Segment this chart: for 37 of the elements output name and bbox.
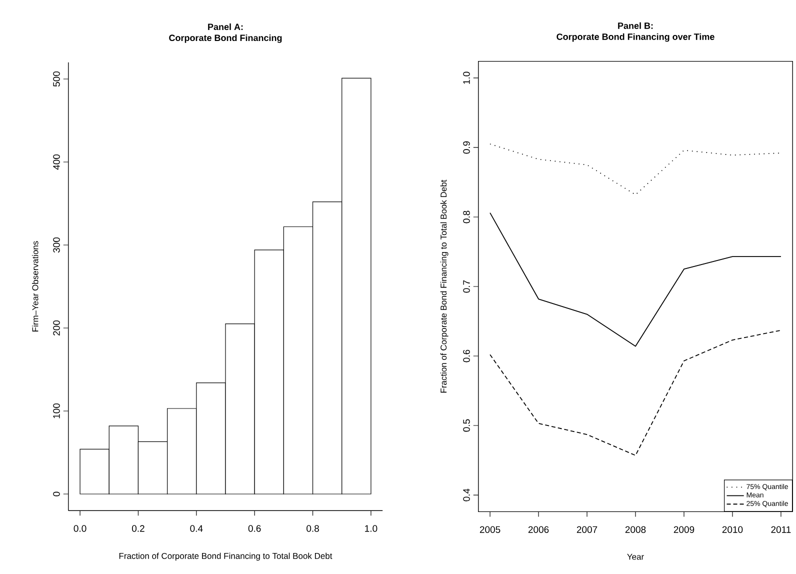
y-tick-label: 0.8	[463, 210, 470, 224]
x-tick-label: 2006	[528, 526, 549, 533]
x-tick-label: 0.4	[190, 525, 203, 532]
x-tick-label: 0.0	[74, 525, 86, 532]
y-tick-label: 100	[53, 403, 60, 418]
y-tick-label: 0.7	[463, 280, 470, 293]
x-tick-label: 2005	[480, 526, 500, 533]
x-tick-label: 2011	[771, 526, 791, 533]
chart-title: Panel A:	[208, 23, 243, 30]
y-tick-label: 0.5	[463, 419, 470, 432]
chart-subtitle: Corporate Bond Financing over Time	[556, 33, 714, 42]
y-axis-title: Firm–Year Observations	[32, 241, 38, 332]
line-series	[490, 212, 782, 347]
x-axis-title: Year	[627, 554, 644, 560]
y-tick-label: 400	[53, 154, 60, 170]
y-tick-label: 0.9	[463, 141, 470, 154]
x-tick-label: 2008	[625, 526, 646, 533]
x-tick-label: 2010	[722, 526, 743, 533]
y-tick-label: 0	[53, 492, 60, 496]
chart-title: Panel B:	[618, 22, 653, 29]
chart-subtitle: Corporate Bond Financing	[169, 34, 282, 43]
y-tick-label: 1.0	[463, 72, 470, 84]
y-tick-label: 500	[53, 71, 60, 87]
y-tick-label: 0.6	[463, 350, 470, 362]
x-tick-label: 0.8	[306, 525, 319, 532]
x-tick-label: 2007	[576, 526, 598, 533]
y-tick-label: 0.4	[463, 488, 470, 502]
y-axis-title: Fraction of Corporate Bond Financing to Total Book Debt	[440, 180, 448, 393]
x-tick-label: 0.2	[132, 525, 144, 532]
line-series	[490, 330, 782, 456]
x-tick-label: 2009	[674, 526, 694, 533]
y-tick-label: 300	[53, 237, 60, 253]
x-tick-label: 1.0	[365, 525, 378, 532]
line-series	[490, 144, 782, 196]
y-tick-label: 200	[53, 320, 60, 336]
x-tick-label: 0.6	[248, 525, 261, 532]
x-axis-title: Fraction of Corporate Bond Financing to Total Book Debt	[119, 552, 332, 561]
